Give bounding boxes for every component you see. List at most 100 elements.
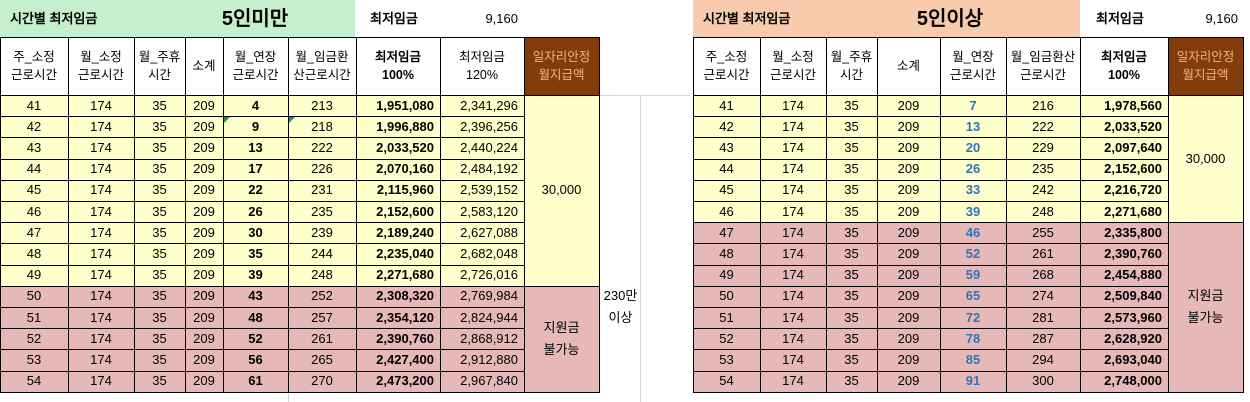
right-cell-r2-c4[interactable]: 20 [965, 139, 981, 155]
right-cell-r2-c3[interactable]: 209 [897, 139, 920, 155]
left-cell-r4-c5[interactable]: 231 [311, 182, 333, 198]
right-cell-r1-c2[interactable]: 35 [844, 118, 859, 134]
right-cell-r1-c6[interactable]: 2,033,520 [1104, 118, 1162, 134]
right-cell-r13-c6[interactable]: 2,748,000 [1104, 373, 1162, 389]
left-cell-r1-c7[interactable]: 2,396,256 [460, 118, 518, 134]
right-cell-r11-c6[interactable]: 2,628,920 [1104, 330, 1162, 346]
right-cell-r0-c0[interactable]: 41 [719, 97, 734, 113]
left-cell-r4-c4[interactable]: 22 [248, 182, 263, 198]
left-cell-r11-c2[interactable]: 35 [152, 330, 167, 346]
right-cell-r9-c3[interactable]: 209 [897, 288, 920, 304]
right-cell-r5-c0[interactable]: 46 [719, 203, 734, 219]
left-cell-r3-c0[interactable]: 44 [26, 161, 42, 177]
right-cell-r7-c6[interactable]: 2,390,760 [1104, 245, 1162, 261]
right-cell-r4-c4[interactable]: 33 [965, 182, 981, 198]
left-cell-r7-c5[interactable]: 244 [311, 245, 333, 261]
left-cell-r3-c1[interactable]: 174 [90, 161, 112, 177]
left-cell-r6-c1[interactable]: 174 [90, 224, 112, 240]
right-cell-r9-c1[interactable]: 174 [782, 288, 804, 304]
right-cell-r13-c0[interactable]: 54 [719, 373, 734, 389]
left-cell-r5-c4[interactable]: 26 [248, 203, 263, 219]
left-cell-r3-c2[interactable]: 35 [152, 161, 167, 177]
left-cell-r8-c7[interactable]: 2,726,016 [460, 267, 518, 283]
left-cell-r2-c4[interactable]: 13 [248, 139, 263, 155]
right-cell-r0-c4[interactable]: 7 [969, 97, 977, 113]
left-cell-r3-c7[interactable]: 2,484,192 [460, 161, 518, 177]
left-cell-r5-c6[interactable]: 2,152,600 [376, 203, 434, 219]
left-cell-r8-c2[interactable]: 35 [152, 267, 167, 283]
right-cell-r4-c5[interactable]: 242 [1032, 182, 1054, 198]
left-cell-r12-c3[interactable]: 209 [193, 351, 215, 367]
right-cell-r0-c2[interactable]: 35 [844, 97, 859, 113]
left-cell-r11-c4[interactable]: 52 [248, 330, 263, 346]
left-cell-r6-c4[interactable]: 30 [248, 224, 263, 240]
left-cell-r1-c3[interactable]: 209 [193, 118, 215, 134]
left-cell-r9-c3[interactable]: 209 [193, 288, 215, 304]
left-cell-r4-c6[interactable]: 2,115,960 [376, 182, 434, 198]
left-cell-r8-c0[interactable]: 49 [26, 267, 42, 283]
right-cell-r3-c6[interactable]: 2,152,600 [1104, 161, 1162, 177]
left-cell-r5-c3[interactable]: 209 [193, 203, 215, 219]
left-cell-r9-c1[interactable]: 174 [90, 288, 112, 304]
right-cell-r9-c2[interactable]: 35 [844, 288, 859, 304]
right-cell-r7-c4[interactable]: 52 [965, 245, 981, 261]
left-cell-r11-c1[interactable]: 174 [90, 330, 112, 346]
left-cell-r7-c7[interactable]: 2,682,048 [460, 245, 518, 261]
right-no-support[interactable]: 지원금 불가능 [1187, 287, 1224, 325]
right-cell-r6-c4[interactable]: 46 [965, 224, 981, 240]
left-cell-r11-c0[interactable]: 52 [26, 330, 42, 346]
left-cell-r3-c6[interactable]: 2,070,160 [376, 161, 434, 177]
left-cell-r9-c7[interactable]: 2,769,984 [460, 288, 518, 304]
left-cell-r2-c7[interactable]: 2,440,224 [460, 139, 518, 155]
right-cell-r8-c4[interactable]: 59 [965, 267, 981, 283]
right-cell-r7-c5[interactable]: 261 [1032, 245, 1054, 261]
left-cell-r3-c4[interactable]: 17 [248, 161, 263, 177]
right-cell-r12-c4[interactable]: 85 [965, 351, 981, 367]
right-cell-r4-c1[interactable]: 174 [782, 182, 804, 198]
left-cell-r5-c2[interactable]: 35 [152, 203, 167, 219]
right-cell-r13-c3[interactable]: 209 [897, 373, 920, 389]
left-cell-r13-c1[interactable]: 174 [90, 373, 112, 389]
left-cell-r12-c5[interactable]: 265 [311, 351, 333, 367]
right-cell-r9-c6[interactable]: 2,509,840 [1104, 288, 1162, 304]
right-cell-r11-c5[interactable]: 287 [1032, 330, 1054, 346]
right-cell-r2-c6[interactable]: 2,097,640 [1104, 139, 1162, 155]
left-cell-r0-c5[interactable]: 213 [311, 97, 333, 113]
right-cell-r10-c6[interactable]: 2,573,960 [1104, 309, 1162, 325]
left-cell-r1-c1[interactable]: 174 [90, 118, 112, 134]
left-cell-r7-c0[interactable]: 48 [26, 245, 42, 261]
left-no-support[interactable]: 지원금 불가능 [543, 319, 580, 357]
left-support-amount[interactable]: 30,000 [541, 182, 582, 198]
right-cell-r3-c2[interactable]: 35 [844, 161, 859, 177]
right-cell-r6-c2[interactable]: 35 [844, 224, 859, 240]
right-cell-r11-c3[interactable]: 209 [897, 330, 920, 346]
left-cell-r12-c4[interactable]: 56 [248, 351, 263, 367]
right-cell-r9-c4[interactable]: 65 [965, 288, 981, 304]
left-cell-r4-c3[interactable]: 209 [193, 182, 215, 198]
left-cell-r0-c3[interactable]: 209 [193, 97, 215, 113]
left-cell-r8-c3[interactable]: 209 [193, 267, 215, 283]
left-cell-r2-c2[interactable]: 35 [152, 139, 167, 155]
left-cell-r5-c1[interactable]: 174 [90, 203, 112, 219]
right-cell-r6-c5[interactable]: 255 [1032, 224, 1054, 240]
left-cell-r13-c0[interactable]: 54 [26, 373, 42, 389]
right-cell-r6-c1[interactable]: 174 [782, 224, 804, 240]
left-cell-r8-c1[interactable]: 174 [90, 267, 112, 283]
right-cell-r8-c0[interactable]: 49 [719, 267, 734, 283]
right-cell-r3-c3[interactable]: 209 [897, 161, 920, 177]
left-cell-r12-c7[interactable]: 2,912,880 [460, 351, 518, 367]
right-cell-r8-c6[interactable]: 2,454,880 [1104, 267, 1162, 283]
left-cell-r11-c7[interactable]: 2,868,912 [460, 330, 518, 346]
left-cell-r13-c2[interactable]: 35 [152, 373, 167, 389]
left-cell-r12-c6[interactable]: 2,427,400 [376, 351, 434, 367]
right-cell-r12-c6[interactable]: 2,693,040 [1104, 351, 1162, 367]
right-cell-r8-c1[interactable]: 174 [782, 267, 804, 283]
left-cell-r6-c6[interactable]: 2,189,240 [376, 224, 434, 240]
left-cell-r11-c5[interactable]: 261 [311, 330, 333, 346]
left-cell-r11-c6[interactable]: 2,390,760 [376, 330, 434, 346]
right-cell-r2-c1[interactable]: 174 [782, 139, 804, 155]
left-cell-r13-c7[interactable]: 2,967,840 [460, 373, 518, 389]
left-cell-r0-c6[interactable]: 1,951,080 [376, 97, 434, 113]
right-cell-r7-c2[interactable]: 35 [844, 245, 859, 261]
left-cell-r2-c6[interactable]: 2,033,520 [376, 139, 434, 155]
